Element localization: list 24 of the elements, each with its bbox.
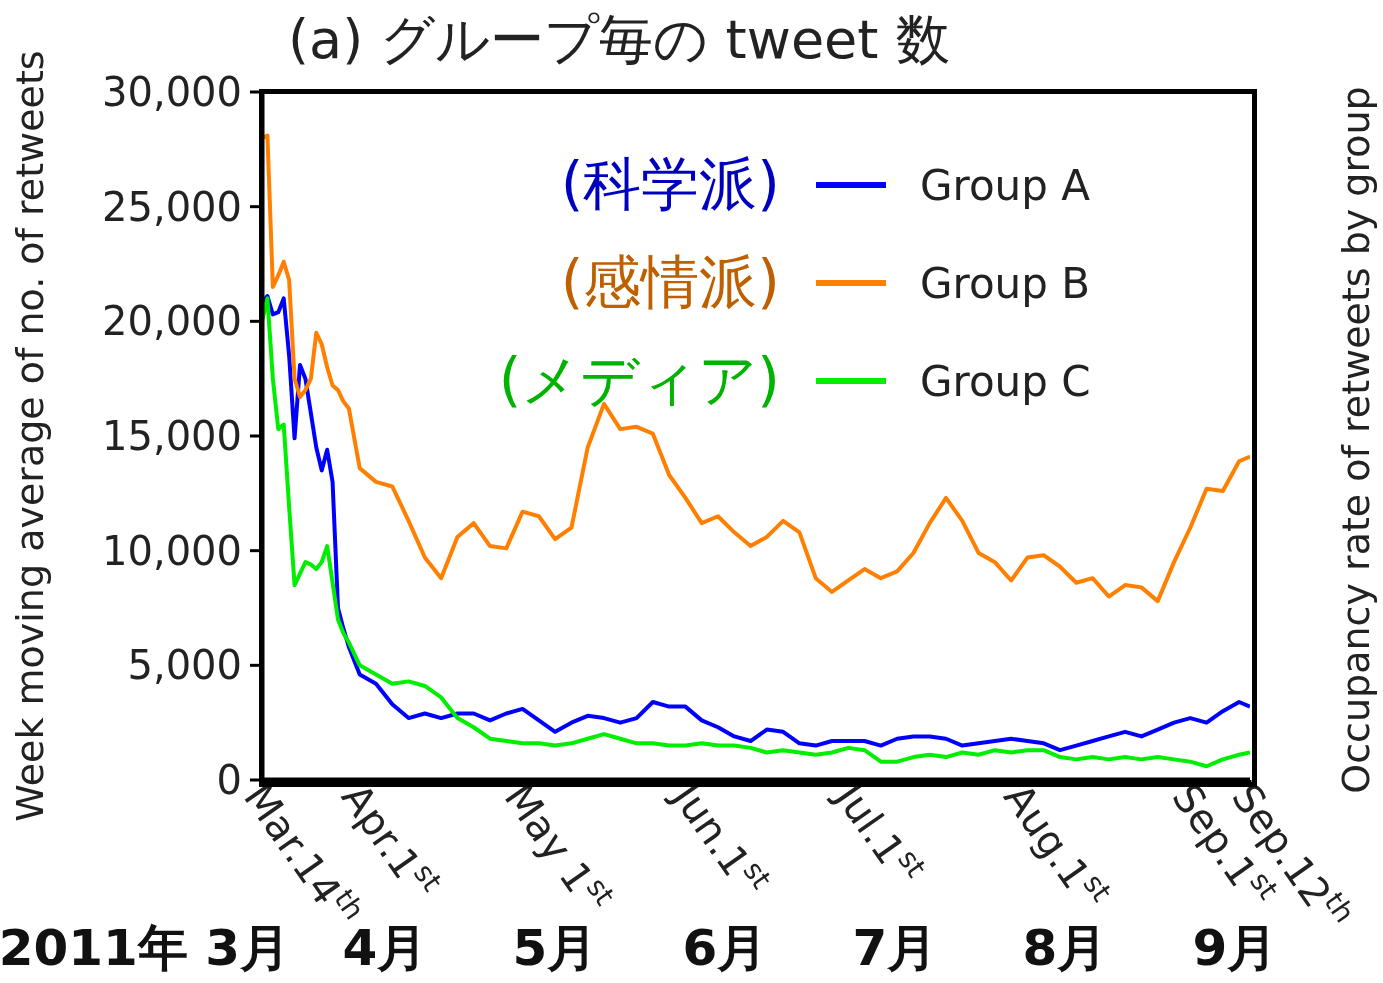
text: 4月 [342,919,428,979]
y-tick-label: 10,000 [102,527,242,574]
annotation: (メディア) [498,345,780,416]
text: 8月 [1022,918,1108,979]
text: 5月 [512,918,598,979]
annotation: (感情派) [560,247,780,318]
y-tick-label: 15,000 [102,413,242,459]
text: 9月 [1192,918,1278,979]
text: 2011年 3月 [0,918,290,979]
line-series [262,133,1250,604]
y-tick-label: 20,000 [102,298,242,345]
annotation: (科学派) [560,149,780,220]
y-tick-label: 30,000 [102,69,242,115]
chart-title: (a) グループ毎の tweet 数 [280,4,958,77]
legend-label: Group B [920,258,1092,308]
y-tick-label: 5,000 [127,642,242,689]
legend-label: Group C [920,356,1092,406]
y-tick-label: 0 [216,757,242,803]
legend-label: Group A [920,160,1091,210]
text: 7月 [852,918,938,979]
text: 6月 [682,918,768,979]
y-axis-title: Week moving average of no. of retweets [8,50,52,822]
text: Occupancy rate of retweets by group [1334,86,1378,794]
y-tick-label: 25,000 [102,183,242,230]
